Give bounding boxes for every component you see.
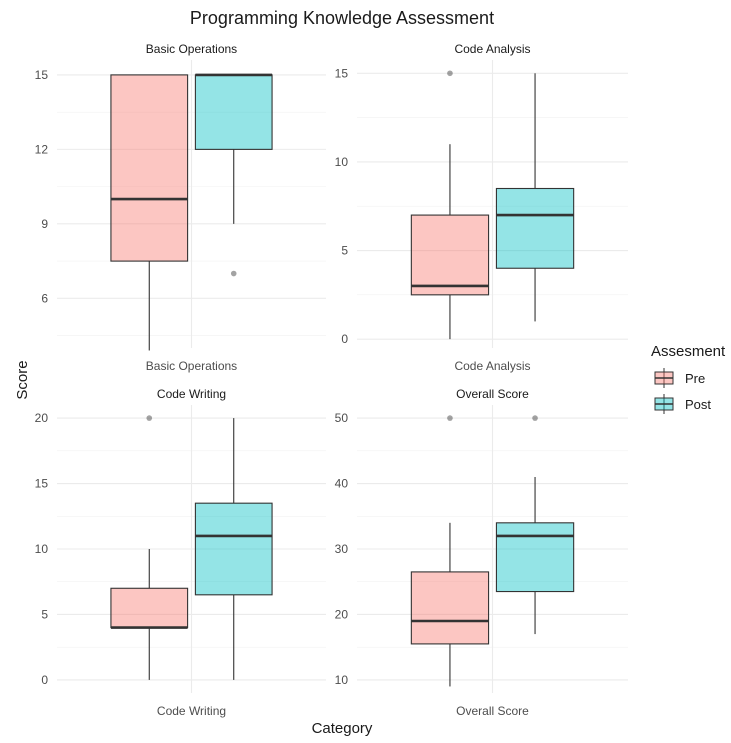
y-axis-title: Score [14, 360, 31, 399]
y-tick-label: 15 [35, 477, 49, 491]
box-body [194, 502, 273, 596]
y-tick-label: 50 [335, 411, 349, 425]
box-post [194, 418, 273, 680]
outlier-point [532, 415, 538, 421]
legend-label: Pre [685, 371, 705, 386]
y-tick-label: 15 [35, 68, 49, 82]
y-tick-label: 5 [41, 607, 48, 621]
y-tick-label: 40 [335, 477, 349, 491]
box-post [194, 73, 273, 277]
box-body [110, 74, 189, 262]
box-pre [110, 74, 189, 351]
outlier-point [146, 415, 153, 421]
box-pre [410, 415, 490, 687]
outlier-point [447, 70, 453, 77]
outlier-point [447, 415, 453, 421]
facet-panel-4: 10 20 30 40 50 Overall Score Overall Score [335, 387, 628, 718]
legend: Assesment Pre Post [651, 343, 726, 414]
legend-title: Assesment [651, 343, 726, 360]
y-tick-label: 5 [341, 244, 348, 258]
box-post [495, 73, 575, 322]
y-tick-label: 9 [41, 217, 48, 231]
facet-panels: 6 9 12 15 Basic Operations Basic Operations 0 5… [35, 42, 628, 718]
x-tick-label: Basic Operations [146, 359, 237, 373]
y-tick-label: 30 [335, 542, 349, 556]
x-axis-title: Category [312, 720, 373, 737]
box-body [410, 571, 490, 645]
y-tick-label: 15 [335, 66, 349, 80]
y-tick-label: 10 [35, 542, 49, 556]
box-body [495, 522, 575, 593]
y-tick-label: 10 [335, 673, 349, 687]
x-tick-label: Code Analysis [454, 359, 530, 373]
y-tick-label: 6 [41, 291, 48, 305]
x-tick-label: Overall Score [456, 704, 529, 718]
facet-title: Code Analysis [454, 42, 530, 56]
facet-title: Overall Score [456, 387, 529, 401]
legend-key-post: Post [654, 394, 711, 414]
y-tick-label: 20 [35, 411, 49, 425]
facet-panel-2: 0 5 10 15 Code Analysis Code Analysis [335, 42, 628, 373]
box-post [495, 415, 575, 635]
outlier-point [230, 270, 237, 277]
box-pre [410, 70, 490, 340]
x-tick-label: Code Writing [157, 704, 226, 718]
facet-title: Code Writing [157, 387, 226, 401]
box-body [194, 74, 273, 150]
y-tick-label: 10 [335, 155, 349, 169]
facet-title: Basic Operations [146, 42, 237, 56]
box-body [110, 587, 189, 629]
legend-key-pre: Pre [654, 368, 705, 388]
y-tick-label: 0 [41, 673, 48, 687]
facet-panel-3: 0 5 10 15 20 Code Writing Code Writing [35, 387, 326, 718]
box-pre [110, 415, 189, 680]
box-body [495, 187, 575, 269]
facet-panel-1: 6 9 12 15 Basic Operations Basic Operations [35, 42, 326, 373]
y-tick-label: 0 [341, 332, 348, 346]
y-tick-label: 20 [335, 607, 349, 621]
chart-title: Programming Knowledge Assessment [190, 8, 494, 28]
y-tick-label: 12 [35, 142, 49, 156]
legend-label: Post [685, 397, 711, 412]
box-body [410, 214, 490, 296]
